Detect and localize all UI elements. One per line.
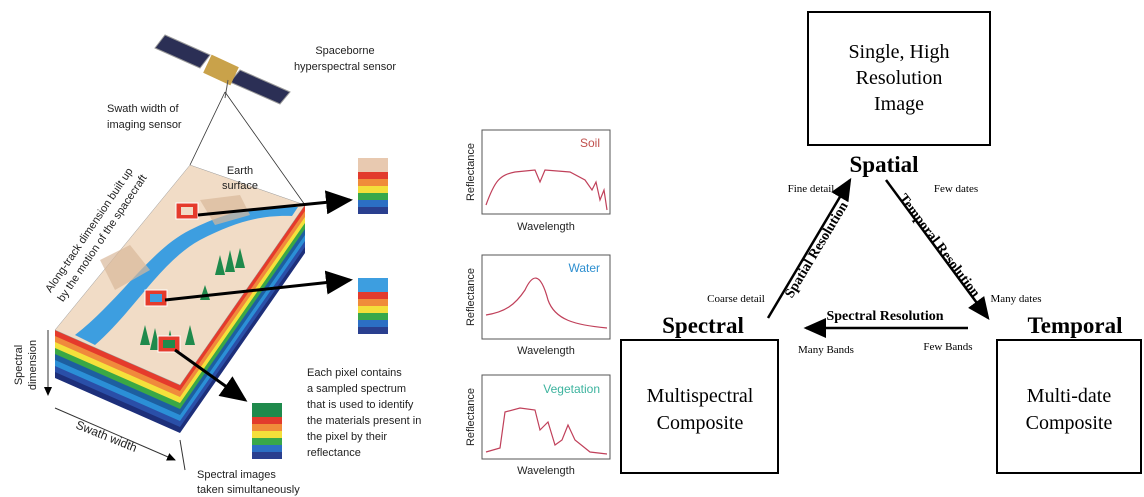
triangle-diagram: Single, High Resolution Image Spatial Mu…	[620, 11, 1142, 474]
label: imaging sensor	[107, 119, 182, 131]
arrows	[164, 190, 353, 402]
box-text: Multi-date	[1027, 385, 1112, 407]
box	[807, 11, 991, 146]
spectrum-curve	[485, 407, 608, 455]
node-name: Spectral	[662, 313, 744, 338]
label: reflectance	[307, 447, 361, 459]
box-text: Composite	[657, 412, 744, 434]
label: Earth	[227, 165, 253, 177]
label: taken simultaneously	[197, 484, 300, 496]
axis-label: Reflectance	[465, 143, 477, 201]
edge-label: Temporal Resolution	[895, 191, 982, 300]
label: Spaceborne	[315, 45, 374, 57]
box	[996, 339, 1142, 474]
swath-width-arrow	[54, 407, 176, 461]
annotation: Few Bands	[923, 341, 972, 353]
spectrum-title: Vegetation	[543, 382, 600, 396]
annotation: Fine detail	[788, 183, 835, 195]
data-cube	[54, 164, 306, 433]
spectrum-box	[481, 374, 611, 460]
label: the pixel by their	[307, 431, 387, 443]
box	[620, 339, 779, 474]
box-text: Image	[874, 93, 924, 115]
axis-label: Wavelength	[517, 465, 575, 477]
annotation: Few dates	[934, 183, 978, 195]
edge-arrows	[766, 177, 990, 338]
annotation: Many Bands	[798, 344, 854, 356]
spectrum-curve	[485, 277, 608, 329]
axis-label: Wavelength	[517, 221, 575, 233]
box-text: Composite	[1026, 412, 1113, 434]
spectrum-title: Soil	[580, 136, 600, 150]
label: dimension	[27, 340, 39, 390]
box-text: Resolution	[856, 67, 943, 89]
box-text: Single, High	[848, 41, 949, 63]
illustration: Spaceborne hyperspectral sensor Swath wi…	[13, 34, 421, 496]
label: Spectral	[13, 345, 25, 385]
swath-line	[224, 91, 306, 206]
label: Swath width of	[107, 103, 179, 115]
spectrum-box	[481, 129, 611, 215]
label: Each pixel contains	[307, 367, 402, 379]
label: surface	[222, 180, 258, 192]
satellite	[154, 34, 291, 105]
label: hyperspectral sensor	[294, 61, 396, 73]
label: Swath width	[74, 418, 139, 455]
label: that is used to identify	[307, 399, 414, 411]
box-text: Multispectral	[647, 385, 754, 407]
node-name: Temporal	[1028, 313, 1123, 338]
axis-label: Reflectance	[465, 268, 477, 326]
spectra: Soil Reflectance Wavelength Water Reflec…	[465, 129, 611, 477]
spectrum-curve	[485, 169, 608, 211]
stack-top	[252, 403, 282, 417]
edge-label: Spatial Resolution	[782, 199, 851, 301]
annotation: Many dates	[990, 293, 1041, 305]
spectrum-box	[481, 254, 611, 340]
leader	[179, 439, 186, 471]
label: the materials present in	[307, 415, 421, 427]
label: Spectral images	[197, 469, 276, 481]
swath-line	[189, 91, 226, 166]
axis-label: Reflectance	[465, 388, 477, 446]
stack-top	[358, 158, 388, 172]
edge-label: Spectral Resolution	[826, 309, 943, 324]
stack-top	[358, 278, 388, 292]
node-name: Spatial	[849, 152, 918, 177]
axis-label: Wavelength	[517, 345, 575, 357]
spectrum-title: Water	[568, 261, 600, 275]
annotation: Coarse detail	[707, 293, 765, 305]
label: a sampled spectrum	[307, 383, 406, 395]
